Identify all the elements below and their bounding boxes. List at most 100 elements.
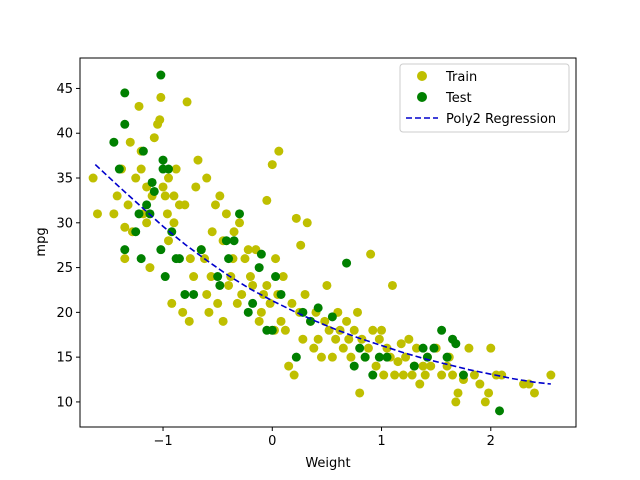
train-point: [398, 370, 408, 380]
test-point: [306, 316, 316, 326]
y-tick-label: 20: [56, 306, 73, 321]
legend-label-train: Train: [445, 70, 477, 85]
test-point: [248, 298, 258, 308]
train-point: [374, 334, 384, 344]
train-point: [134, 101, 144, 111]
train-point: [357, 334, 367, 344]
train-point: [193, 155, 203, 165]
train-point: [169, 191, 179, 201]
x-tick-label: 0: [268, 434, 276, 449]
test-point: [243, 307, 253, 317]
train-point: [302, 218, 312, 228]
test-point: [224, 254, 234, 264]
train-point: [448, 370, 458, 380]
train-point: [420, 370, 430, 380]
train-point: [262, 195, 272, 205]
test-point: [142, 200, 152, 210]
train-point: [112, 191, 122, 201]
train-point: [377, 325, 387, 335]
train-point: [224, 280, 234, 290]
train-point: [240, 254, 250, 264]
train-point: [393, 357, 403, 367]
plot-area: [88, 70, 556, 416]
legend-label-test: Test: [445, 91, 472, 106]
test-point: [134, 209, 144, 219]
train-point: [136, 164, 146, 174]
test-point: [368, 370, 378, 380]
train-point: [331, 334, 341, 344]
train-point: [415, 379, 425, 389]
train-point: [453, 388, 463, 398]
test-point: [256, 249, 266, 259]
train-point: [156, 92, 166, 102]
train-point: [379, 370, 389, 380]
test-point: [158, 155, 168, 165]
train-point: [213, 298, 223, 308]
train-point: [475, 379, 485, 389]
y-axis-ticks: 10 15 20 25 30 35 40 45: [56, 82, 80, 410]
train-point: [243, 245, 253, 255]
train-point: [278, 272, 288, 282]
train-point: [296, 240, 306, 250]
train-point: [232, 298, 242, 308]
regression-curve: [94, 163, 551, 385]
train-point: [229, 227, 239, 237]
train-point: [254, 316, 264, 326]
test-point: [189, 289, 199, 299]
y-tick-label: 35: [56, 172, 73, 187]
train-point: [349, 325, 359, 335]
train-point: [248, 280, 258, 290]
train-point: [207, 227, 217, 237]
train-point: [149, 133, 159, 143]
train-point: [401, 352, 411, 362]
train-point: [300, 289, 310, 299]
train-point: [169, 218, 179, 228]
train-point: [426, 361, 436, 371]
train-point: [155, 115, 165, 125]
train-point: [125, 137, 135, 147]
test-point: [196, 245, 206, 255]
train-point: [284, 361, 294, 371]
train-point: [237, 289, 247, 299]
train-point: [276, 316, 286, 326]
train-point: [464, 343, 474, 353]
legend-box: [399, 63, 570, 133]
train-point: [480, 397, 490, 407]
test-point: [458, 370, 468, 380]
train-point: [191, 182, 201, 192]
test-point: [138, 146, 148, 156]
train-point: [291, 213, 301, 223]
train-point: [484, 388, 494, 398]
test-point: [382, 352, 392, 362]
train-point: [529, 388, 539, 398]
test-point: [136, 254, 146, 264]
train-point: [486, 343, 496, 353]
train-point: [289, 370, 299, 380]
train-point: [123, 200, 133, 210]
y-tick-label: 45: [56, 82, 73, 97]
train-point: [88, 173, 98, 183]
train-point: [202, 173, 212, 183]
train-point: [271, 254, 281, 264]
train-point: [142, 218, 152, 228]
test-point: [291, 352, 301, 362]
test-point: [120, 245, 130, 255]
legend: Train Test Poly2 Regression: [399, 63, 570, 133]
test-point: [149, 186, 159, 196]
test-point: [276, 289, 286, 299]
train-point: [346, 352, 356, 362]
test-point: [267, 325, 277, 335]
test-point: [131, 227, 141, 237]
train-point: [387, 280, 397, 290]
train-point: [316, 352, 326, 362]
train-point: [262, 280, 272, 290]
train-point: [313, 334, 323, 344]
test-point: [180, 289, 190, 299]
test-point: [114, 164, 124, 174]
train-point: [182, 97, 192, 107]
train-point: [368, 325, 378, 335]
train-point: [267, 160, 277, 170]
test-point: [120, 88, 130, 98]
test-point: [349, 361, 359, 371]
test-point: [342, 258, 352, 268]
